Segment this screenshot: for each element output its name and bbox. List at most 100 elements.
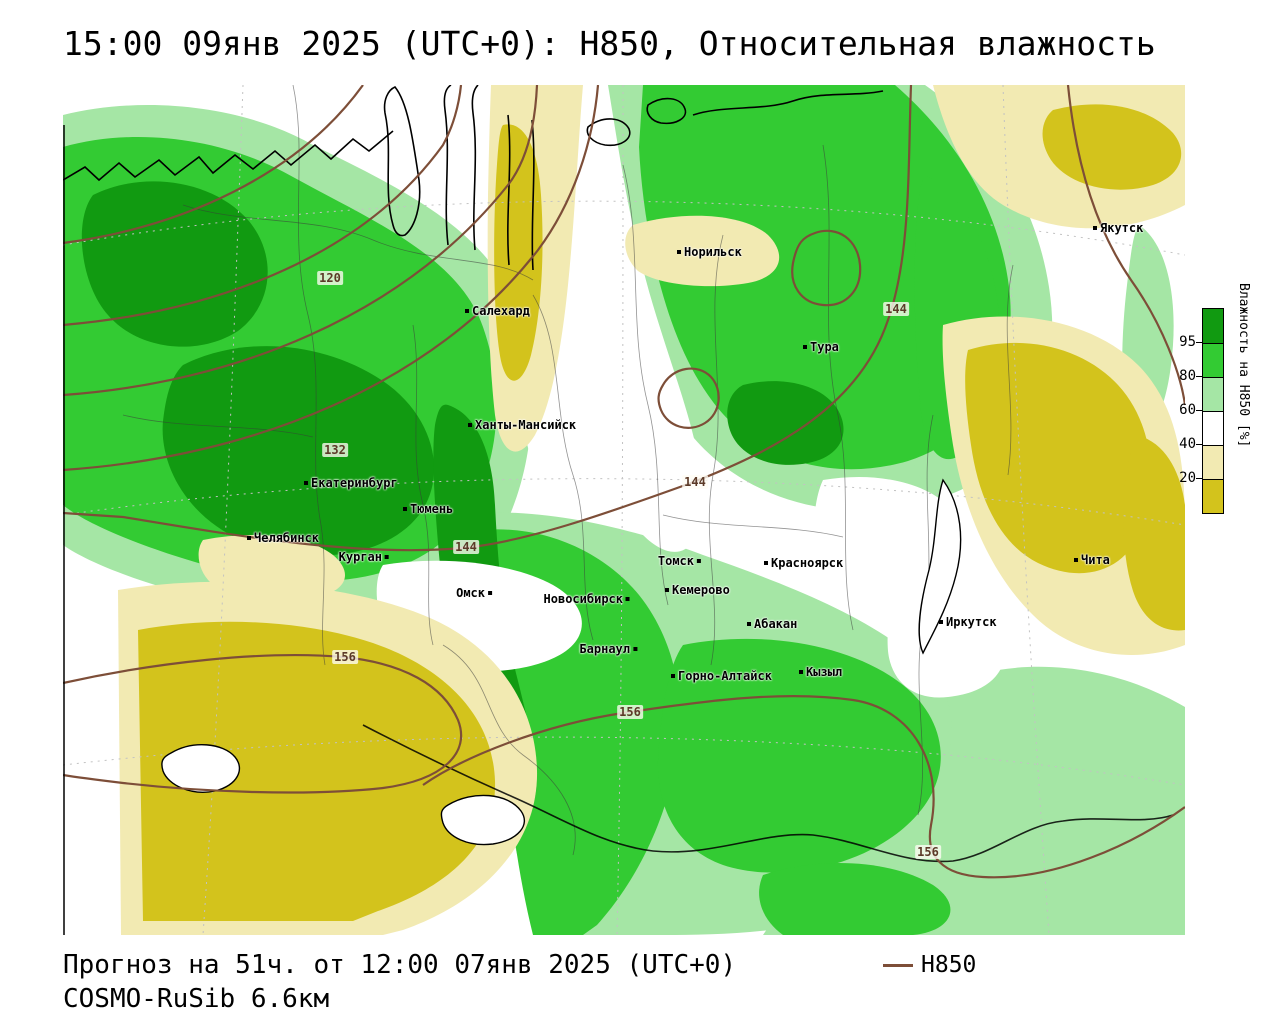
city-label: Абакан	[747, 617, 797, 631]
contour-value-label: 120	[317, 271, 343, 285]
map-overlay: Норильск Якутск Салехард Тура Ханты-Мансийск…	[63, 85, 1185, 935]
h850-line-label: H850	[921, 952, 977, 978]
model-info: COSMO-RuSib 6.6км	[63, 984, 330, 1014]
colorbar-tick-mark	[1196, 410, 1202, 411]
city-name: Курган	[338, 550, 382, 564]
colorbar-tick-label: 80	[1179, 368, 1196, 384]
colorbar: 95 80 60 40 20 Влажность на H850 [%]	[1160, 283, 1270, 538]
forecast-info: Прогноз на 51ч. от 12:00 07янв 2025 (UTC…	[63, 950, 737, 980]
city-marker-dot	[747, 622, 751, 626]
contour-value-label: 156	[915, 845, 941, 859]
city-label: Барнаул	[579, 642, 637, 656]
city-label: Иркутск	[939, 615, 997, 629]
city-label: Екатеринбург	[304, 476, 398, 490]
h850-line-swatch	[883, 963, 913, 967]
city-marker-dot	[304, 481, 308, 485]
h850-contours	[63, 85, 1185, 879]
city-marker-dot	[799, 670, 803, 674]
city-label: Челябинск	[247, 531, 319, 545]
city-marker-dot	[677, 250, 681, 254]
colorbar-tick-label: 60	[1179, 402, 1196, 418]
city-name: Челябинск	[254, 531, 320, 545]
city-name: Тура	[810, 340, 839, 354]
city-marker-dot	[665, 588, 669, 592]
city-name: Барнаул	[579, 642, 630, 656]
city-marker-dot	[1093, 226, 1097, 230]
colorbar-tick-mark	[1196, 478, 1202, 479]
city-marker-dot	[633, 647, 637, 651]
city-name: Горно-Алтайск	[678, 669, 772, 683]
colorbar-tick-label: 40	[1179, 436, 1196, 452]
colorbar-bar	[1202, 308, 1224, 514]
city-name: Ханты-Мансийск	[475, 418, 577, 432]
city-label: Курган	[339, 550, 389, 564]
city-marker-dot	[385, 555, 389, 559]
h850-line-legend: H850	[883, 952, 976, 978]
city-marker-dot	[939, 620, 943, 624]
city-name: Омск	[456, 586, 485, 600]
city-label: Чита	[1074, 553, 1110, 567]
colorbar-tick-label: 95	[1179, 334, 1196, 350]
city-name: Салехард	[472, 304, 530, 318]
city-label: Новосибирск	[544, 592, 630, 606]
city-marker-dot	[697, 559, 701, 563]
humidity-field-art	[63, 85, 1185, 935]
city-label: Норильск	[677, 245, 742, 259]
city-name: Новосибирск	[543, 592, 623, 606]
city-marker-dot	[803, 345, 807, 349]
city-name: Кызыл	[806, 665, 843, 679]
city-name: Красноярск	[771, 556, 844, 570]
city-name: Тюмень	[410, 502, 454, 516]
city-marker-dot	[247, 536, 251, 540]
city-name: Якутск	[1100, 221, 1144, 235]
footer: Прогноз на 51ч. от 12:00 07янв 2025 (UTC…	[63, 948, 736, 1016]
city-name: Томск	[657, 554, 694, 568]
colorbar-segment	[1203, 411, 1223, 445]
city-label: Салехард	[465, 304, 530, 318]
colorbar-tick-label: 20	[1179, 470, 1196, 486]
city-marker-dot	[403, 507, 407, 511]
colorbar-segment	[1203, 445, 1223, 479]
city-marker-dot	[1074, 558, 1078, 562]
city-label: Ханты-Мансийск	[468, 418, 576, 432]
contour-value-label: 144	[883, 302, 909, 316]
colorbar-segment	[1203, 377, 1223, 411]
city-label: Омск	[456, 586, 492, 600]
city-label: Кемерово	[665, 583, 730, 597]
colorbar-tick-mark	[1196, 444, 1202, 445]
colorbar-segment	[1203, 309, 1223, 343]
lake-baikal	[918, 478, 962, 655]
city-marker-dot	[671, 674, 675, 678]
city-label: Тура	[803, 340, 839, 354]
city-marker-dot	[626, 597, 630, 601]
city-label: Красноярск	[764, 556, 843, 570]
city-name: Екатеринбург	[311, 476, 398, 490]
colorbar-segment	[1203, 343, 1223, 377]
city-marker-dot	[488, 591, 492, 595]
contour-value-label: 156	[617, 705, 643, 719]
lake	[440, 794, 526, 846]
city-name: Абакан	[754, 617, 798, 631]
city-marker-dot	[468, 423, 472, 427]
city-marker-dot	[465, 309, 469, 313]
contour-value-label: 144	[453, 540, 479, 554]
colorbar-label: Влажность на H850 [%]	[1236, 283, 1251, 448]
colorbar-tick-mark	[1196, 342, 1202, 343]
city-label: Горно-Алтайск	[671, 669, 772, 683]
colorbar-tick-mark	[1196, 376, 1202, 377]
map-canvas: Норильск Якутск Салехард Тура Ханты-Мансийск…	[63, 85, 1185, 935]
city-marker-dot	[764, 561, 768, 565]
city-name: Норильск	[684, 245, 742, 259]
map-title: 15:00 09янв 2025 (UTC+0): H850, Относите…	[63, 24, 1156, 63]
contour-value-label: 156	[332, 650, 358, 664]
city-label: Тюмень	[403, 502, 453, 516]
city-name: Иркутск	[946, 615, 997, 629]
contour-value-label: 132	[322, 443, 348, 457]
city-label: Томск	[658, 554, 701, 568]
region-borders	[122, 85, 1014, 856]
city-label: Якутск	[1093, 221, 1143, 235]
coastline	[63, 85, 884, 271]
city-name: Чита	[1081, 553, 1110, 567]
colorbar-segment	[1203, 479, 1223, 513]
